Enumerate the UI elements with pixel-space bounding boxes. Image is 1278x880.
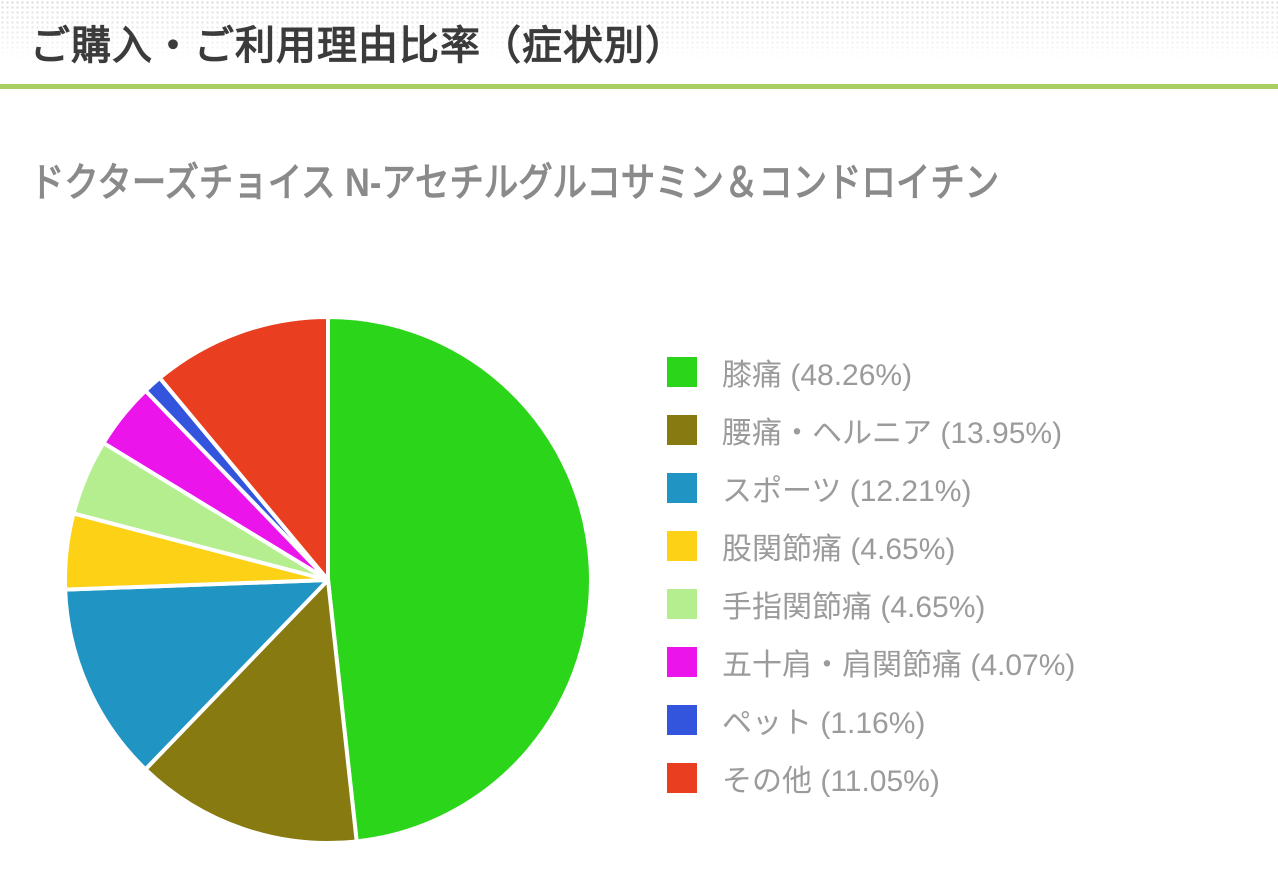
legend-label: その他 (11.05%) [722,765,940,798]
legend-swatch [667,473,697,503]
page-title: ご購入・ご利用理由比率（症状別） [30,24,686,68]
legend-swatch [667,357,697,387]
legend-label: 膝痛 (48.26%) [722,359,913,392]
pie-slice-7 [157,315,330,582]
product-title: ドクターズチョイス N-アセチルグルコサミン＆コンドロイチン [30,161,1000,205]
legend-item-5: 五十肩・肩関節痛 (4.07%) [667,647,1075,682]
legend-label: スポーツ (12.21%) [722,475,972,508]
legend-swatch [667,589,697,619]
legend-label: 五十肩・肩関節痛 (4.07%) [722,649,1076,682]
legend-item-6: ペット (1.16%) [667,705,1075,740]
legend-swatch [667,647,697,677]
legend-item-4: 手指関節痛 (4.65%) [667,589,1075,624]
legend-label: ペット (1.16%) [722,707,926,740]
legend-label: 手指関節痛 (4.65%) [722,591,986,624]
legend-swatch [667,531,697,561]
legend-swatch [667,705,697,735]
legend-item-2: スポーツ (12.21%) [667,473,1075,508]
pie-slice-1 [143,578,359,845]
legend-item-7: その他 (11.05%) [667,763,1075,798]
legend-label: 股関節痛 (4.65%) [722,533,956,566]
legend-label: 腰痛・ヘルニア (13.95%) [722,417,1063,450]
legend-swatch [667,415,697,445]
legend-swatch [667,763,697,793]
legend-item-1: 腰痛・ヘルニア (13.95%) [667,415,1075,450]
header-accent-rule [0,84,1278,89]
page-header: ご購入・ご利用理由比率（症状別） [0,0,1278,84]
pie-chart [63,315,594,845]
pie-slice-0 [326,315,594,844]
legend-item-0: 膝痛 (48.26%) [667,357,1075,392]
pie-slice-2 [63,578,330,772]
chart-legend: 膝痛 (48.26%) 腰痛・ヘルニア (13.95%) スポーツ (12.21%)… [667,357,1075,821]
legend-item-3: 股関節痛 (4.65%) [667,531,1075,566]
